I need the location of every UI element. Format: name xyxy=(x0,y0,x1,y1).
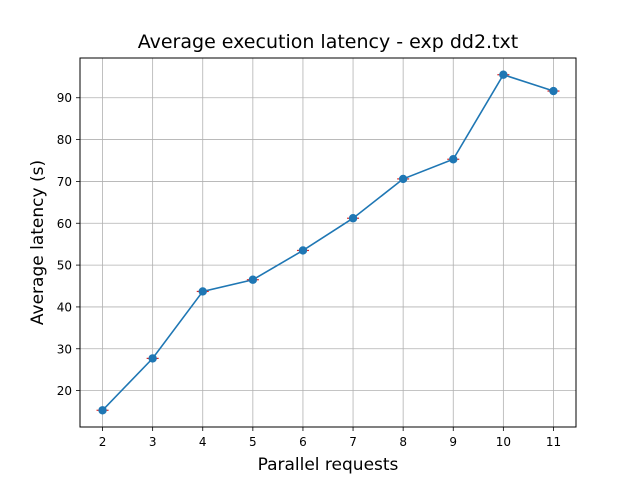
y-tick-label: 20 xyxy=(57,384,72,398)
y-tick-label: 80 xyxy=(57,133,72,147)
x-tick-label: 9 xyxy=(449,435,457,449)
data-point xyxy=(348,214,358,223)
plot-frame xyxy=(79,57,577,428)
data-point xyxy=(98,406,107,415)
x-tick-label: 7 xyxy=(349,435,357,449)
x-tick-label: 6 xyxy=(299,435,307,449)
y-tick-label: 40 xyxy=(57,300,72,314)
x-tick-label: 11 xyxy=(546,435,561,449)
data-point xyxy=(449,155,458,164)
y-tick-label: 50 xyxy=(57,259,72,273)
x-tick-label: 10 xyxy=(496,435,511,449)
x-axis-label: Parallel requests xyxy=(258,455,399,475)
data-point xyxy=(499,70,508,79)
x-tick-label: 2 xyxy=(99,435,107,449)
y-tick-label: 70 xyxy=(57,175,72,189)
data-point xyxy=(549,86,558,96)
series-line xyxy=(101,73,554,411)
data-point xyxy=(198,287,207,296)
y-tick-label: 60 xyxy=(57,217,72,231)
data-point xyxy=(248,275,258,284)
chart-title: Average execution latency - exp dd2.txt xyxy=(138,31,519,53)
x-tick-label: 8 xyxy=(399,435,407,449)
series-group xyxy=(96,70,560,415)
ticks-group: 2 3 4 5 6 7 8 9 10 11 20 30 40 50 60 70 80 90 xyxy=(57,91,561,449)
y-axis-label: Average latency (s) xyxy=(28,160,48,325)
x-tick-label: 3 xyxy=(149,435,157,449)
y-tick-label: 30 xyxy=(57,342,72,356)
data-point xyxy=(148,354,157,363)
y-tick-label: 90 xyxy=(57,91,72,105)
x-tick-label: 5 xyxy=(249,435,257,449)
x-tick-label: 4 xyxy=(199,435,207,449)
data-point xyxy=(398,174,408,184)
grid xyxy=(80,58,576,427)
data-point xyxy=(298,246,308,255)
